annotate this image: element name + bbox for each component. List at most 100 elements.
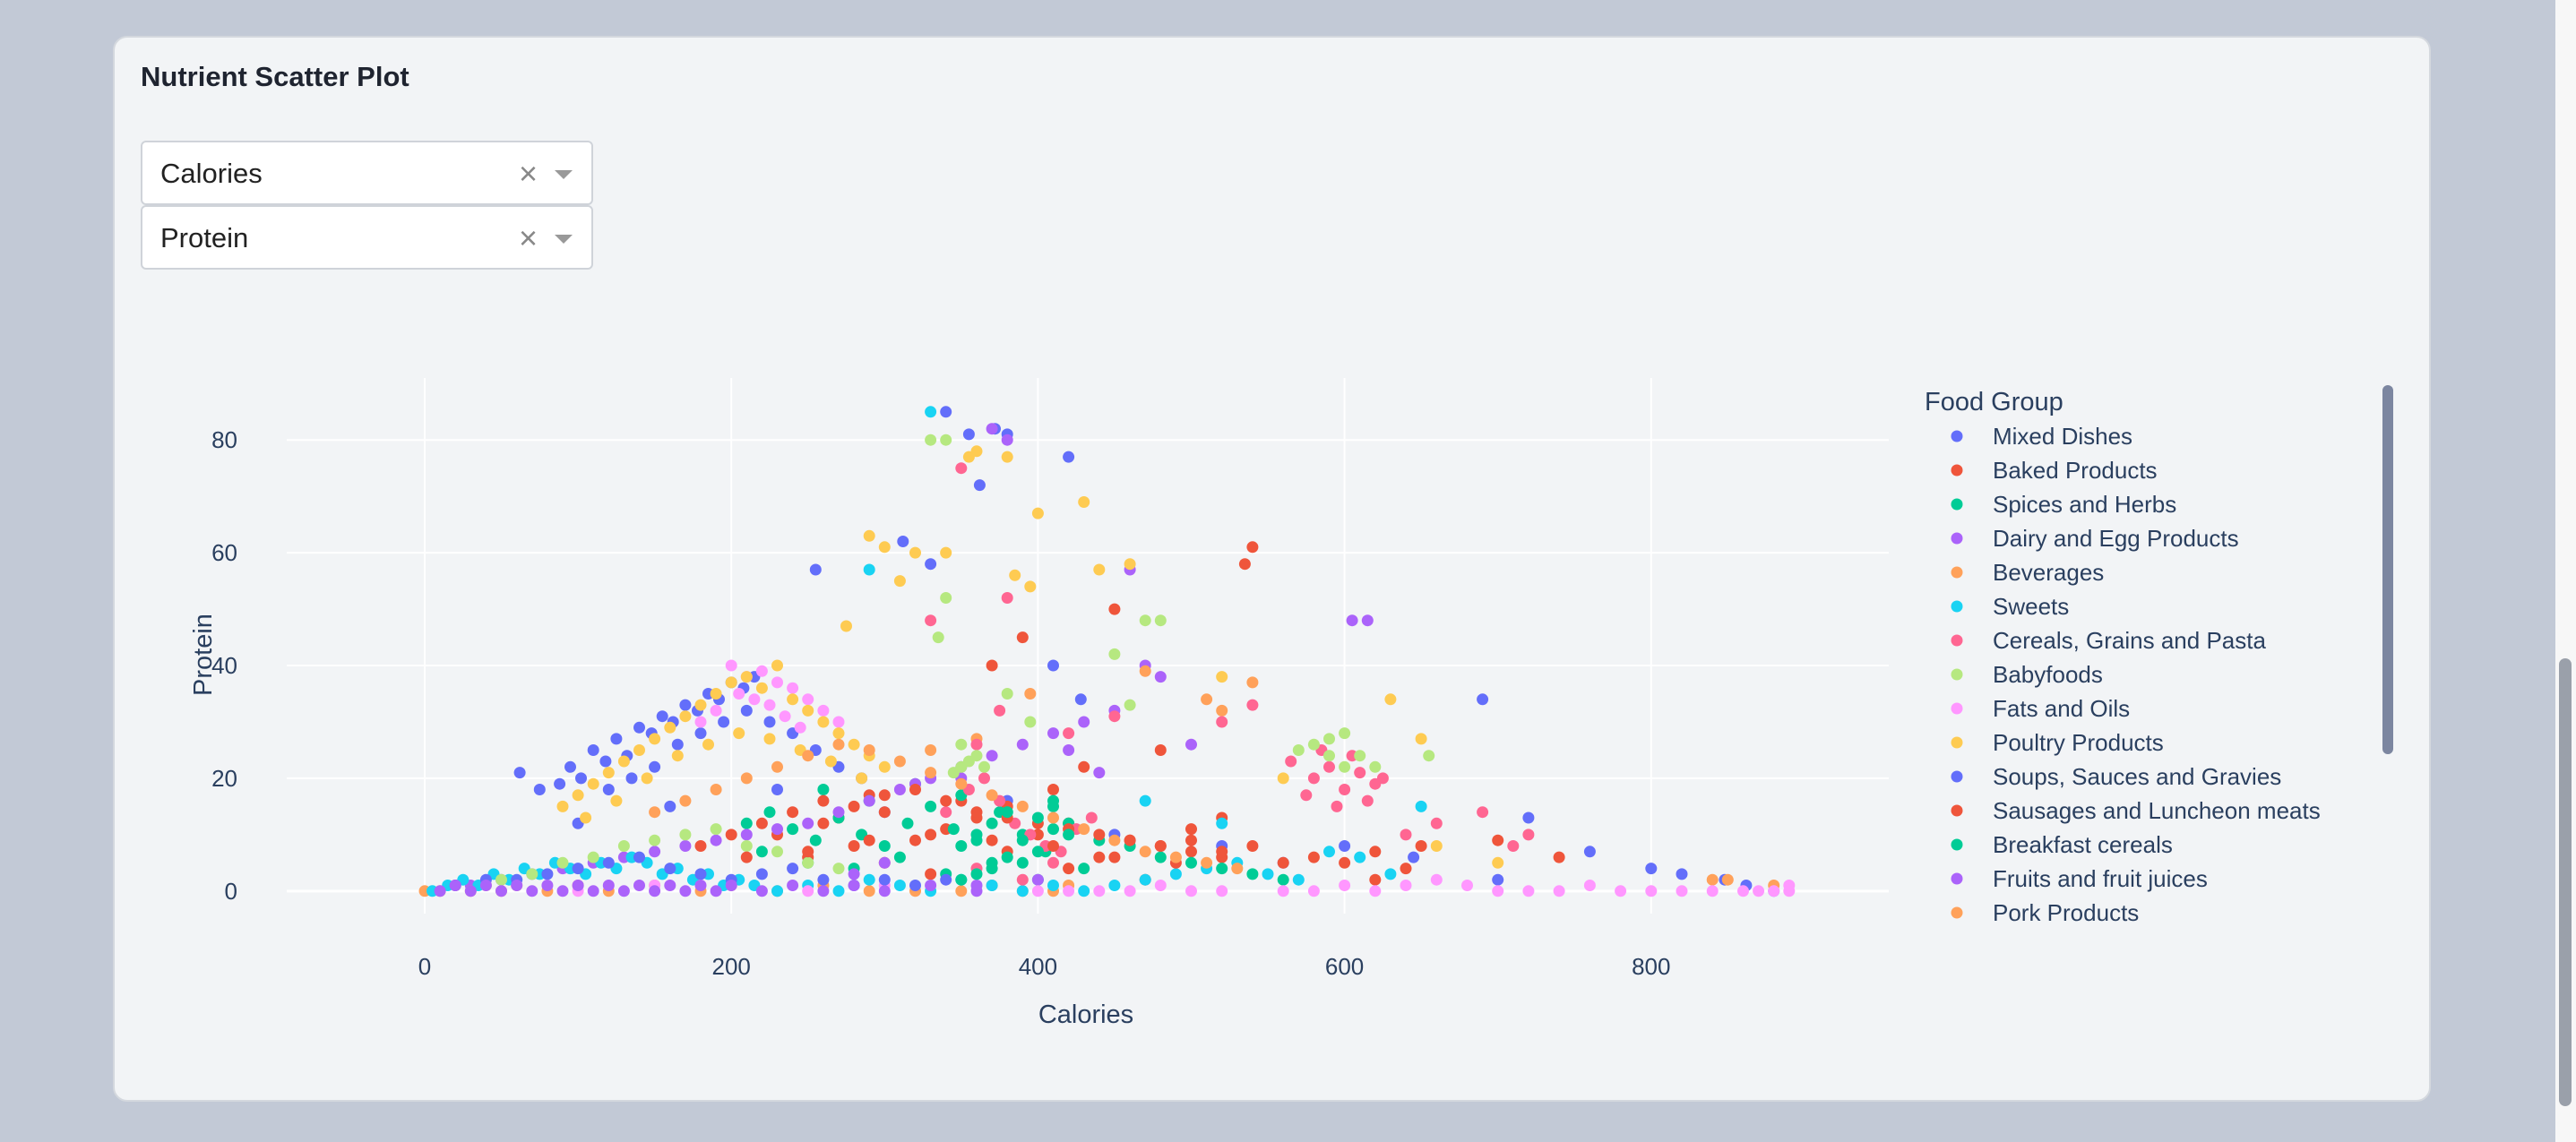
chevron-down-icon[interactable] <box>555 235 573 244</box>
data-point <box>1063 885 1075 897</box>
data-point <box>1108 710 1121 723</box>
data-point <box>832 727 845 740</box>
data-point <box>771 659 783 672</box>
data-point <box>1721 873 1734 886</box>
data-point <box>909 834 921 846</box>
data-point <box>771 676 783 689</box>
data-point <box>940 406 952 418</box>
data-point <box>1124 558 1136 571</box>
legend-item-label: Fats and Oils <box>1993 695 2130 722</box>
data-point <box>970 738 983 751</box>
data-point <box>1430 817 1443 829</box>
data-point <box>1093 829 1106 841</box>
data-point <box>925 880 937 891</box>
legend-item-label: Spices and Herbs <box>1993 491 2176 518</box>
data-point <box>1031 885 1044 897</box>
data-point <box>556 885 569 897</box>
data-point <box>832 806 845 819</box>
data-point <box>848 738 860 751</box>
data-point <box>740 829 753 841</box>
data-point <box>947 823 960 836</box>
data-point <box>1185 885 1197 897</box>
data-point <box>1676 868 1688 880</box>
data-point <box>1323 733 1335 745</box>
data-point <box>1231 863 1244 875</box>
data-point <box>1078 863 1090 875</box>
data-point <box>962 428 975 441</box>
legend-item-label: Fruits and fruit juices <box>1993 865 2208 892</box>
data-point <box>610 794 623 807</box>
data-point <box>580 811 592 824</box>
data-point <box>1108 880 1121 891</box>
data-point <box>541 868 554 880</box>
data-point <box>986 817 998 829</box>
y-axis-select[interactable]: Protein × <box>141 205 593 270</box>
data-point <box>649 733 661 745</box>
data-point <box>1201 693 1213 706</box>
y-tick-label: 0 <box>225 878 237 905</box>
data-point <box>1078 716 1090 728</box>
data-point <box>1706 885 1719 897</box>
close-icon[interactable]: × <box>519 219 538 256</box>
legend-item-label: Soups, Sauces and Gravies <box>1993 763 2281 790</box>
data-point <box>955 840 968 852</box>
data-point <box>1124 885 1136 897</box>
data-point <box>802 885 814 897</box>
data-point <box>925 829 937 841</box>
data-point <box>513 767 526 779</box>
data-point <box>1093 885 1106 897</box>
data-point <box>1492 856 1504 869</box>
data-point <box>932 631 944 644</box>
data-point <box>763 699 776 711</box>
data-point <box>978 760 990 773</box>
data-point <box>955 873 968 886</box>
data-point <box>848 800 860 812</box>
data-point <box>771 760 783 773</box>
legend-item-label: Baked Products <box>1993 457 2158 484</box>
data-point <box>1078 823 1090 836</box>
data-point <box>633 744 645 756</box>
y-axis-select-value: Protein <box>160 222 249 253</box>
legend-scrollbar[interactable] <box>2382 385 2393 754</box>
data-point <box>710 834 722 846</box>
data-point <box>694 868 707 880</box>
data-point <box>817 817 830 829</box>
x-axis-select[interactable]: Calories × <box>141 141 593 205</box>
data-point <box>1047 659 1059 672</box>
data-point <box>1783 880 1796 891</box>
data-point <box>986 880 998 891</box>
data-point <box>1154 840 1167 852</box>
data-point <box>725 829 737 841</box>
data-point <box>1583 880 1596 891</box>
data-point <box>925 406 937 418</box>
data-point <box>1216 817 1228 829</box>
x-axis-label: Calories <box>1038 1000 1133 1029</box>
chevron-down-icon[interactable] <box>555 170 573 179</box>
data-point <box>1031 846 1044 858</box>
data-point <box>671 738 684 751</box>
page-scrollbar-thumb[interactable] <box>2559 658 2572 1106</box>
data-point <box>1400 829 1412 841</box>
data-point <box>802 846 814 858</box>
data-point <box>1369 760 1382 773</box>
data-point <box>633 851 645 863</box>
data-point <box>986 863 998 875</box>
data-point <box>878 873 891 886</box>
data-point <box>863 529 875 542</box>
data-point <box>794 721 806 734</box>
data-point <box>1300 789 1313 802</box>
data-point <box>1339 784 1351 795</box>
data-point <box>973 479 986 492</box>
data-point <box>779 710 791 723</box>
data-point <box>740 817 753 829</box>
close-icon[interactable]: × <box>519 155 538 192</box>
data-point <box>1001 806 1013 819</box>
data-point <box>679 840 692 852</box>
data-point <box>633 880 645 891</box>
data-point <box>986 834 998 846</box>
data-point <box>925 558 937 571</box>
data-point <box>649 834 661 846</box>
data-point <box>1001 851 1013 863</box>
data-point <box>649 806 661 819</box>
data-point <box>1016 834 1029 846</box>
